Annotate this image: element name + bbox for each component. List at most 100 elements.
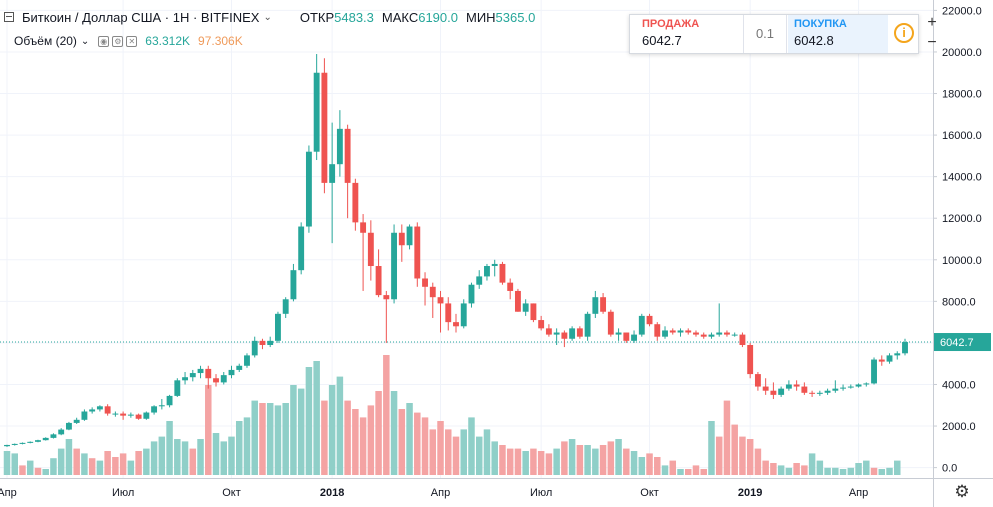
volume-bar xyxy=(336,376,344,475)
sell-button[interactable]: ПРОДАЖА 6042.7 xyxy=(642,18,699,48)
zoom-in-button[interactable]: + xyxy=(927,14,937,31)
y-tick-label: 22000.0 xyxy=(942,5,982,17)
volume-bar xyxy=(73,448,80,475)
x-tick-label: 2019 xyxy=(738,487,762,499)
candle-body xyxy=(267,340,274,345)
candle-body xyxy=(81,411,88,420)
info-icon[interactable]: i xyxy=(894,23,914,43)
candle-body xyxy=(615,332,622,335)
volume-bar xyxy=(290,385,297,475)
volume-bar xyxy=(34,467,42,475)
candle-body xyxy=(801,386,808,393)
volume-bar xyxy=(205,385,212,475)
y-tick-label: 0.0 xyxy=(942,463,957,475)
volume-bar xyxy=(623,448,630,475)
candle-body xyxy=(654,324,661,337)
candle-body xyxy=(120,413,127,416)
gear-icon[interactable]: ⚙ xyxy=(954,482,970,501)
candle-body xyxy=(631,334,637,341)
candle-body xyxy=(127,414,134,416)
candle-body xyxy=(685,330,692,333)
volume-bar xyxy=(127,460,135,475)
volume-bar xyxy=(684,469,692,475)
settings-icon[interactable]: ⚙ xyxy=(112,35,124,47)
candle-body xyxy=(522,303,529,312)
candle-body xyxy=(166,395,173,406)
volume-bar xyxy=(181,441,189,475)
candle-body xyxy=(58,429,65,435)
volume-bar xyxy=(475,436,483,475)
chevron-down-icon[interactable]: ⌄ xyxy=(80,35,90,47)
volume-bar xyxy=(88,458,96,475)
volume-bar xyxy=(545,453,553,475)
candle-body xyxy=(429,286,436,298)
volume-bar xyxy=(11,453,18,475)
volume-bar xyxy=(383,355,390,475)
volume-bar xyxy=(96,460,104,475)
volume-bar xyxy=(328,385,336,475)
volume-bar xyxy=(81,453,88,475)
volume-bar xyxy=(57,448,65,475)
candle-body xyxy=(491,263,498,267)
candle-body xyxy=(840,387,847,389)
volume-bar xyxy=(607,441,615,475)
zoom-out-button[interactable]: − xyxy=(927,34,937,51)
volume-label[interactable]: Объём (20) xyxy=(14,34,77,48)
candle-body xyxy=(305,151,312,227)
y-tick-label: 10000.0 xyxy=(942,255,982,267)
candle-body xyxy=(414,226,421,279)
candle-body xyxy=(329,164,336,183)
candle-body xyxy=(499,263,506,283)
candle-body xyxy=(360,222,367,233)
candle-body xyxy=(507,282,514,291)
volume-bar xyxy=(344,400,351,475)
candle-body xyxy=(143,412,150,419)
volume-bar xyxy=(460,429,467,475)
high-value: 6190.0 xyxy=(418,9,458,25)
eye-icon[interactable]: ◉ xyxy=(98,35,110,47)
candle-body xyxy=(321,72,328,183)
candle-body xyxy=(189,373,196,378)
candle-body xyxy=(553,332,560,335)
x-tick-label: Июл xyxy=(112,487,134,499)
volume-bar xyxy=(452,436,460,475)
candle-body xyxy=(824,390,831,393)
candle-body xyxy=(445,303,452,323)
volume-bar xyxy=(630,451,638,475)
candle-body xyxy=(19,442,26,444)
candle-body xyxy=(398,232,405,246)
candle-body xyxy=(42,437,49,441)
volume-bar xyxy=(723,400,731,475)
candle-body xyxy=(902,342,908,354)
open-value: 5483.3 xyxy=(334,9,374,25)
volume-bar xyxy=(445,429,452,475)
candle-body xyxy=(220,375,227,383)
volume-bar xyxy=(19,465,26,475)
candle-body xyxy=(182,377,188,381)
volume-bar xyxy=(592,448,599,475)
candle-body xyxy=(158,405,165,407)
volume-bar xyxy=(777,465,785,475)
candle-body xyxy=(484,266,490,277)
candle-body xyxy=(468,284,475,304)
volume-bar xyxy=(274,405,282,475)
candle-body xyxy=(259,340,266,345)
buy-button[interactable]: ПОКУПКА 6042.8 xyxy=(788,15,888,53)
volume-bar xyxy=(731,424,738,475)
y-tick-label: 2000.0 xyxy=(942,421,976,433)
volume-value-1: 63.312K xyxy=(145,34,191,48)
candle-body xyxy=(313,72,320,152)
candle-body xyxy=(847,386,854,388)
candle-body xyxy=(530,303,537,321)
candle-body xyxy=(700,334,707,337)
candle-body xyxy=(724,332,730,335)
chevron-down-icon[interactable]: ⌄ xyxy=(263,11,272,23)
candle-body xyxy=(35,440,41,442)
symbol-title[interactable]: Биткоин / Доллар США · 1Н · BITFINEX xyxy=(22,9,260,25)
volume-bar xyxy=(793,463,800,475)
volume-bar xyxy=(654,457,661,475)
candle-body xyxy=(747,344,754,375)
collapse-icon[interactable] xyxy=(4,12,14,22)
close-icon[interactable]: ✕ xyxy=(126,35,138,47)
